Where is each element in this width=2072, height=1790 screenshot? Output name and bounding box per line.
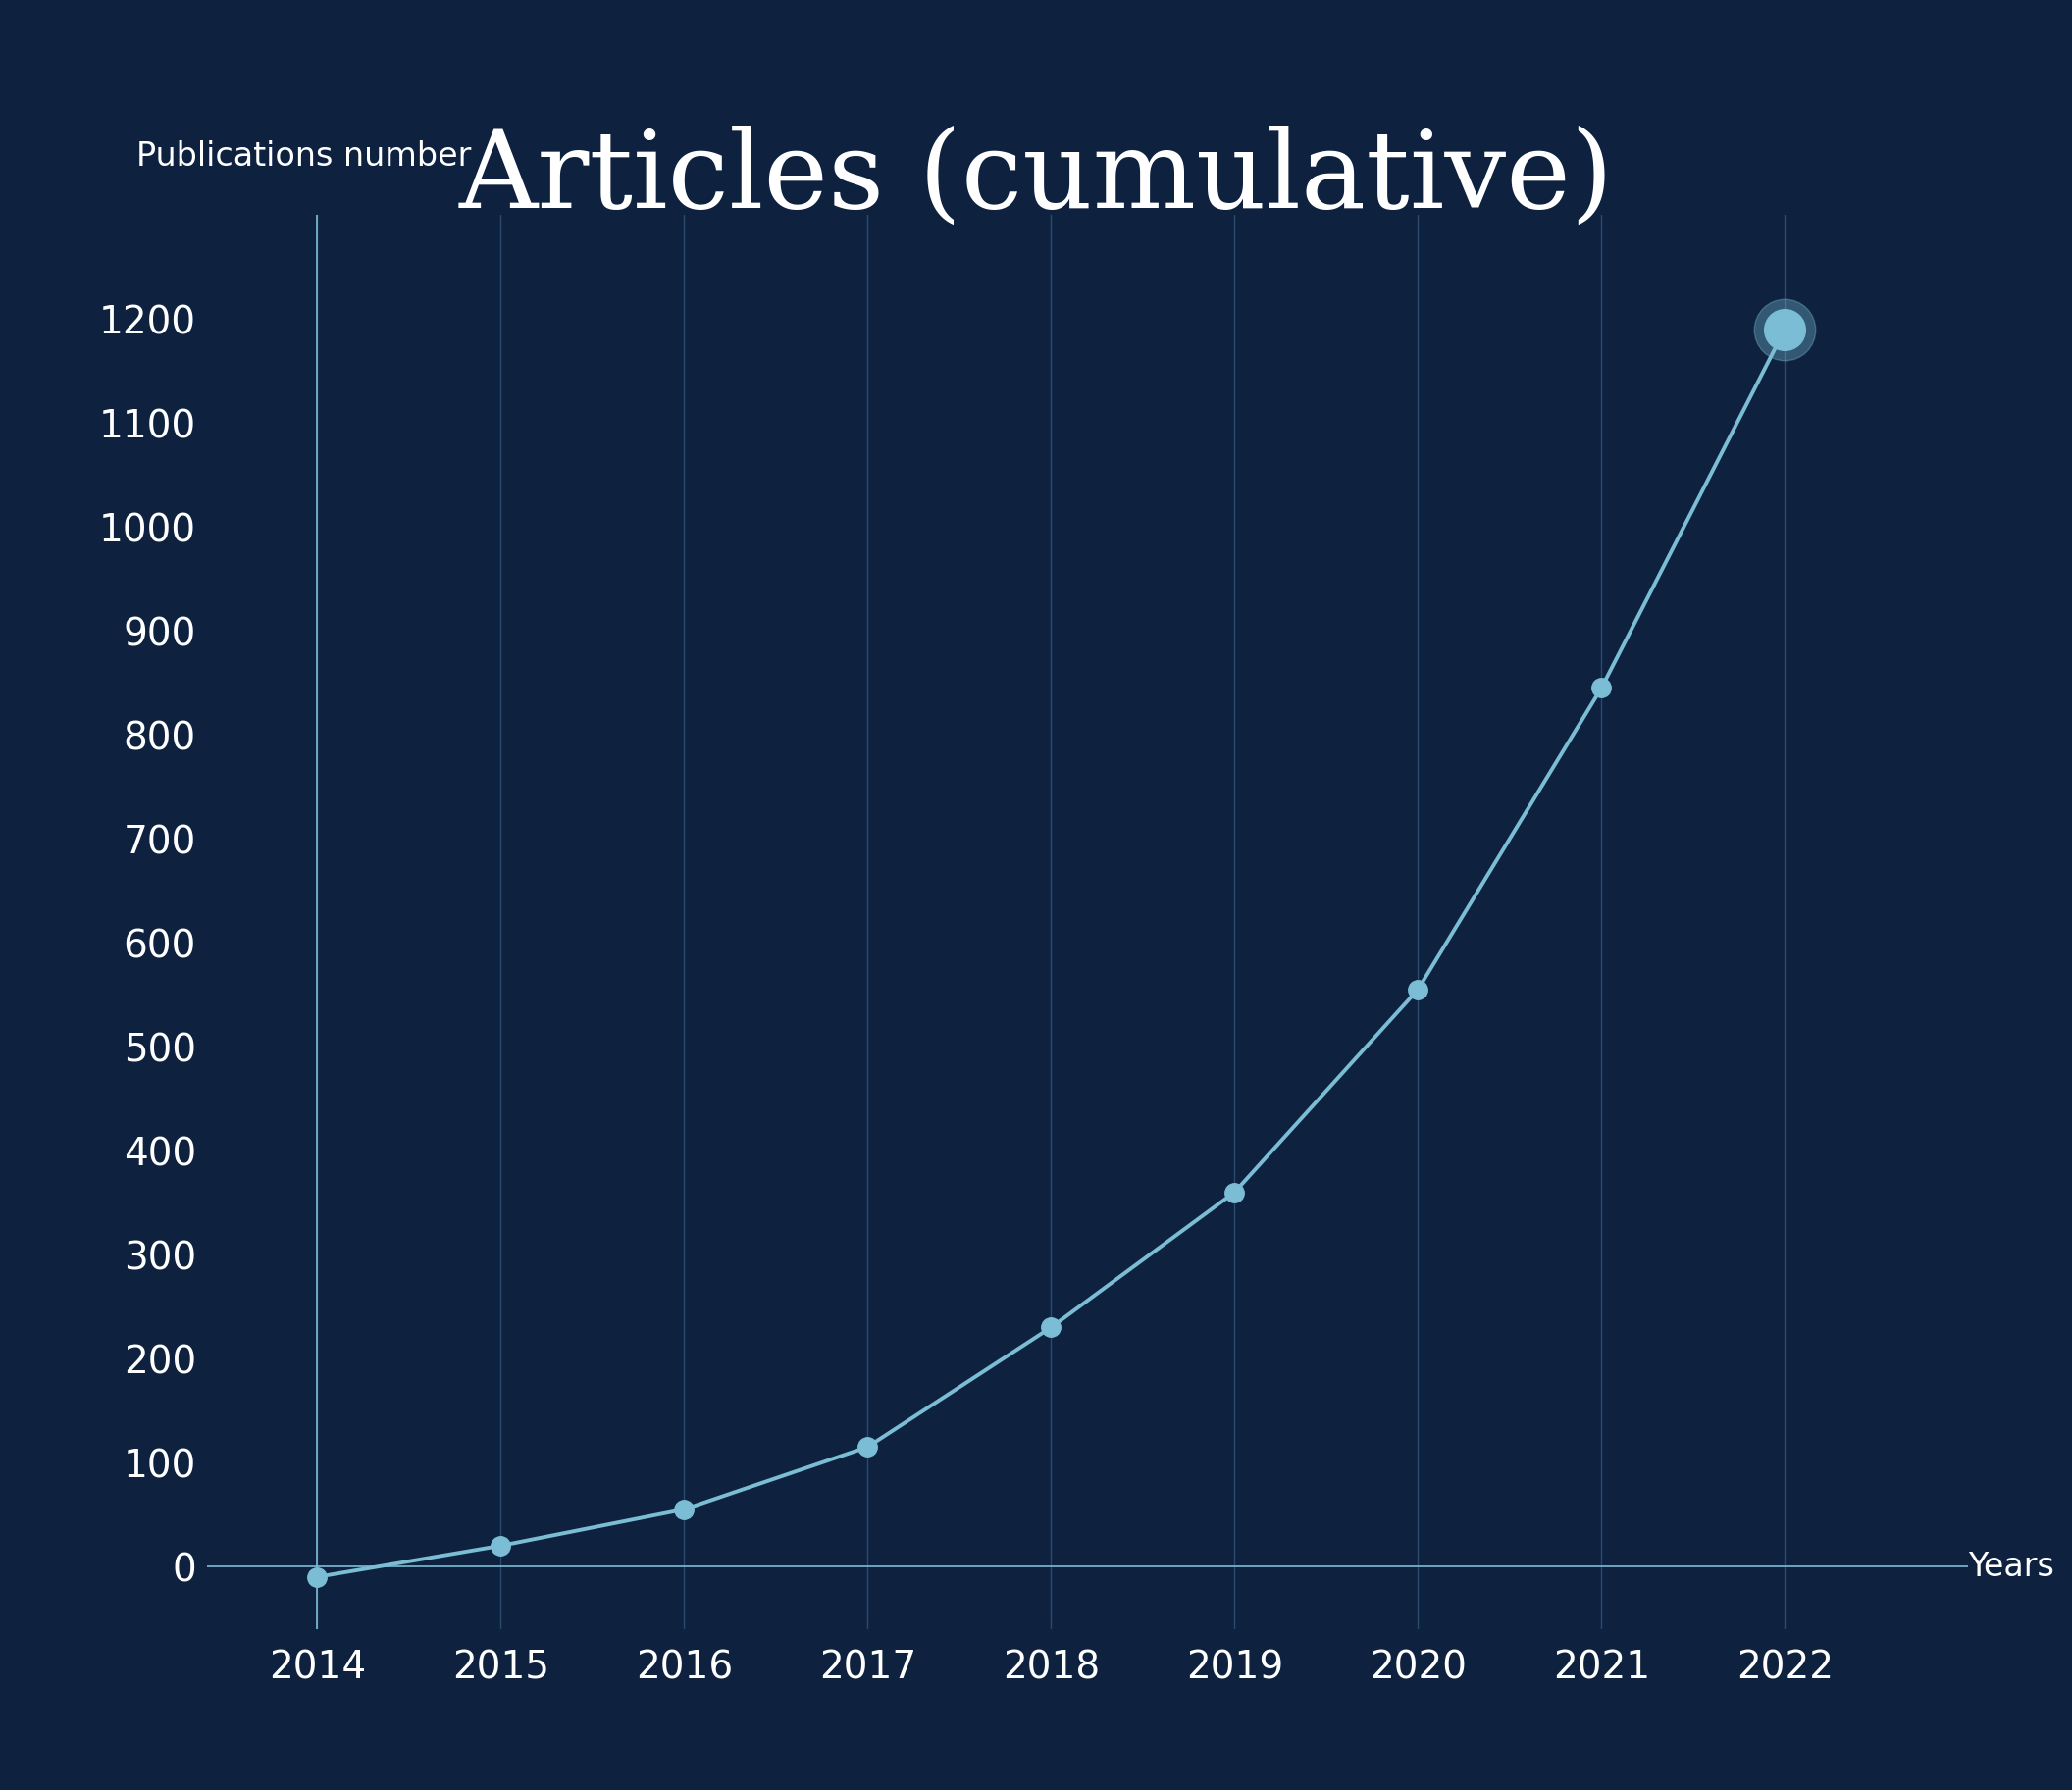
Text: Publications number: Publications number bbox=[137, 140, 472, 172]
Text: Articles (cumulative): Articles (cumulative) bbox=[458, 125, 1614, 231]
Text: Years: Years bbox=[1968, 1550, 2055, 1582]
